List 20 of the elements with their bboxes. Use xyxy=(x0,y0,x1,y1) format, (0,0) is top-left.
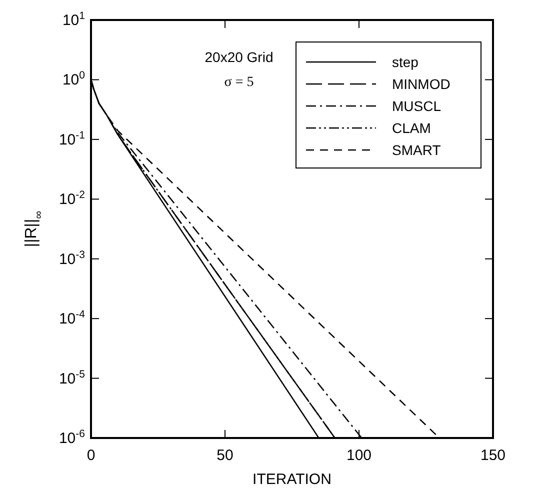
legend-label: CLAM xyxy=(392,120,431,136)
x-axis-title: ITERATION xyxy=(252,471,332,488)
y-tick-label: 10$^{-5}$ xyxy=(58,368,86,388)
y-tick-label: 10$^{-1}$ xyxy=(58,129,86,148)
x-tick-label: 50 xyxy=(216,447,234,464)
x-tick-label: 100 xyxy=(346,447,372,464)
y-tick-label: 10$^{-4}$ xyxy=(58,308,86,328)
annotation: 20x20 Grid xyxy=(204,49,274,65)
y-tick-label: 10$^{-2}$ xyxy=(58,189,86,208)
y-tick-label: 10$^{-3}$ xyxy=(58,248,86,268)
y-tick-label: 10$^{0}$ xyxy=(62,70,86,89)
x-tick-label: 0 xyxy=(86,447,96,464)
annotation: σ = 5 xyxy=(224,75,254,90)
legend-label: MUSCL xyxy=(392,98,442,114)
legend-label: MINMOD xyxy=(392,76,450,92)
legend-label: SMART xyxy=(392,142,442,158)
legend-label: step xyxy=(392,54,419,70)
y-tick-label: 10$^{1}$ xyxy=(62,10,86,29)
y-tick-label: 10$^{-6}$ xyxy=(58,428,86,447)
x-tick-label: 150 xyxy=(480,447,506,464)
